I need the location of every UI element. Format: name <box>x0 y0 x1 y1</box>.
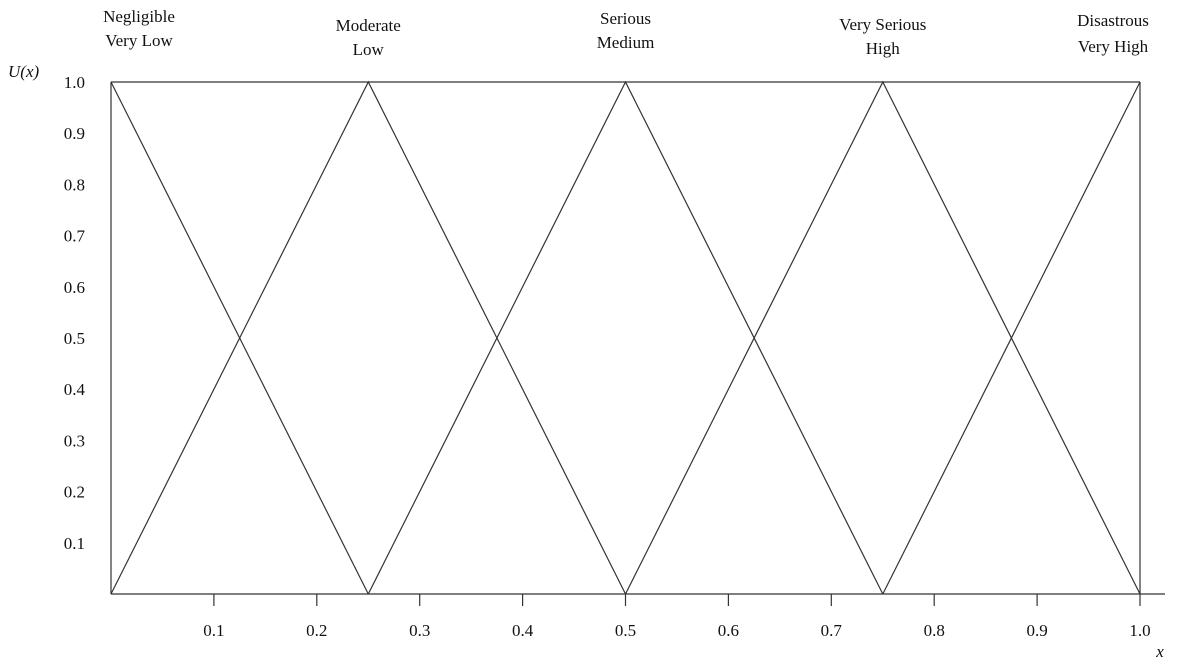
plot-frame <box>110 81 1141 594</box>
y-tick-label-0.3: 0.3 <box>64 431 85 450</box>
y-tick-label-1.0: 1.0 <box>64 73 85 92</box>
y-tick-label-0.2: 0.2 <box>64 483 85 502</box>
category-label-1-line2: Very Low <box>105 31 173 50</box>
axes <box>111 593 1165 606</box>
x-tick-label-0.6: 0.6 <box>718 621 739 640</box>
category-label-2-line2: Low <box>353 40 385 59</box>
x-tick-label-0.8: 0.8 <box>924 621 945 640</box>
labels: U(x) x 0.1 0.2 0.3 0.4 0.5 0.6 0.7 0.8 0.9 1.0 0.1… <box>8 7 1164 661</box>
x-tick-label-1.0: 1.0 <box>1129 621 1150 640</box>
category-label-5-line2: Very High <box>1078 37 1149 56</box>
category-label-1-line1: Negligible <box>103 7 175 26</box>
x-axis-label: x <box>1155 642 1164 661</box>
y-tick-label-0.8: 0.8 <box>64 175 85 194</box>
x-tick-label-0.5: 0.5 <box>615 621 636 640</box>
x-tick-label-0.7: 0.7 <box>821 621 843 640</box>
y-axis-label: U(x) <box>8 62 39 81</box>
x-tick-label-0.2: 0.2 <box>306 621 327 640</box>
category-label-4-line2: High <box>866 39 901 58</box>
x-tick-label-0.1: 0.1 <box>203 621 224 640</box>
x-tick-label-0.9: 0.9 <box>1026 621 1047 640</box>
y-tick-label-0.7: 0.7 <box>64 227 86 246</box>
membership-lines <box>110 80 1141 595</box>
y-tick-label-0.9: 0.9 <box>64 124 85 143</box>
category-label-3-line1: Serious <box>600 9 651 28</box>
membership-line-2 <box>110 80 627 595</box>
membership-line-4 <box>624 80 1141 595</box>
category-label-3-line2: Medium <box>597 33 655 52</box>
y-tick-label-0.1: 0.1 <box>64 534 85 553</box>
y-tick-label-0.6: 0.6 <box>64 278 85 297</box>
membership-line-3 <box>367 80 884 595</box>
category-label-4-line1: Very Serious <box>839 15 926 34</box>
x-tick-label-0.4: 0.4 <box>512 621 534 640</box>
category-label-5-line1: Disastrous <box>1077 11 1149 30</box>
y-tick-label-0.4: 0.4 <box>64 380 86 399</box>
category-label-2-line1: Moderate <box>336 16 401 35</box>
y-tick-label-0.5: 0.5 <box>64 329 85 348</box>
membership-line-5 <box>882 81 1141 595</box>
x-tick-label-0.3: 0.3 <box>409 621 430 640</box>
